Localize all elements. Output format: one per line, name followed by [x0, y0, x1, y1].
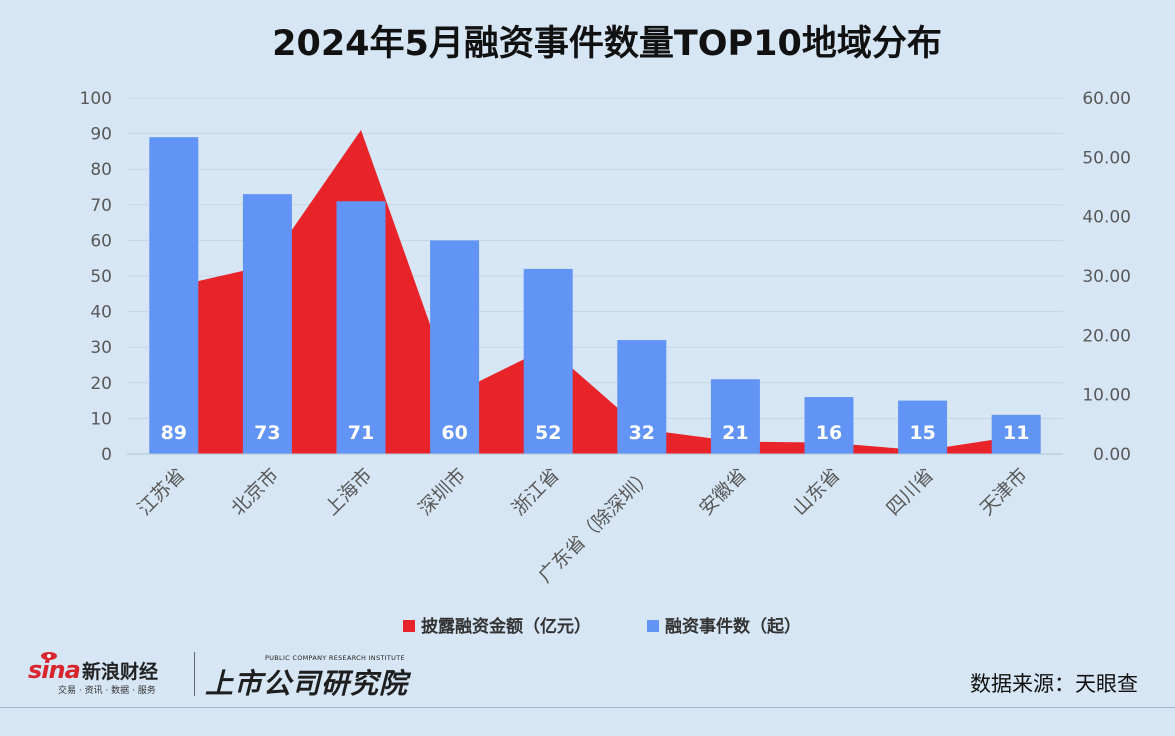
- bar-value-label: 71: [348, 422, 374, 444]
- right-axis-tick-label: 30.00: [1082, 267, 1131, 287]
- x-axis-category-label: 安徽省: [695, 464, 751, 520]
- footer-divider: [0, 707, 1175, 708]
- x-axis-category-label: 深圳市: [414, 464, 470, 520]
- event-count-bar: [991, 414, 1041, 454]
- left-axis-tick-label: 20: [90, 374, 112, 394]
- left-axis-tick-label: 10: [90, 409, 112, 429]
- amount-area-series: [173, 130, 1017, 455]
- event-count-bar: [149, 137, 199, 454]
- legend-swatch: [403, 620, 415, 632]
- bar-value-label: 60: [441, 422, 467, 444]
- legend: 披露融资金额（亿元） 融资事件数（起）: [403, 616, 801, 637]
- legend-label: 披露融资金额（亿元）: [421, 616, 591, 637]
- bar-value-label: 32: [629, 422, 655, 444]
- left-axis-tick-label: 80: [90, 160, 112, 180]
- amount-area: [173, 130, 1017, 455]
- sina-logo-text: sina: [28, 656, 81, 684]
- brand-divider: [194, 652, 195, 696]
- x-axis-category-label: 山东省: [789, 464, 845, 520]
- bar-value-label: 52: [535, 422, 561, 444]
- x-axis-category-label: 天津市: [976, 464, 1032, 520]
- chart-title: 2024年5月融资事件数量TOP10地域分布: [272, 24, 942, 64]
- x-axis-category-label: 四川省: [882, 464, 938, 520]
- event-count-bar: [898, 400, 948, 454]
- data-source: 数据来源：天眼查: [970, 672, 1138, 696]
- event-count-bar: [430, 240, 480, 454]
- x-axis-category-label: 浙江省: [508, 464, 564, 520]
- event-count-bar-series: 89 73 71 60 52 32 21 16 15 11: [149, 137, 1041, 454]
- institute-english-name: PUBLIC COMPANY RESEARCH INSTITUTE: [265, 654, 405, 662]
- x-axis-category-label: 北京市: [227, 464, 283, 520]
- sina-finance-name: 新浪财经: [82, 661, 159, 683]
- institute-name: 上市公司研究院: [205, 667, 409, 700]
- right-axis-tick-label: 40.00: [1082, 208, 1131, 228]
- left-axis-tick-label: 0: [101, 445, 112, 465]
- legend-label: 融资事件数（起）: [665, 616, 801, 637]
- bar-value-label: 73: [254, 422, 280, 444]
- left-axis-tick-label: 100: [80, 89, 112, 109]
- right-axis-tick-label: 20.00: [1082, 326, 1131, 346]
- x-axis-category-label: 江苏省: [133, 464, 189, 520]
- sina-tagline: 交易 · 资讯 · 数据 · 服务: [58, 686, 156, 696]
- right-axis-tick-label: 50.00: [1082, 148, 1131, 168]
- left-axis-tick-label: 30: [90, 338, 112, 358]
- left-axis-tick-label: 60: [90, 231, 112, 251]
- right-y-axis: 0.00 10.00 20.00 30.00 40.00 50.00 60.00: [1082, 89, 1131, 465]
- bar-value-label: 21: [722, 422, 748, 444]
- left-y-axis: 0 10 20 30 40 50 60 70 80 90 100: [80, 89, 112, 465]
- event-count-bar: [617, 340, 667, 454]
- left-axis-tick-label: 70: [90, 196, 112, 216]
- left-axis-tick-label: 40: [90, 303, 112, 323]
- event-count-bar: [523, 268, 573, 454]
- bar-value-label: 15: [909, 422, 935, 444]
- left-axis-tick-label: 90: [90, 125, 112, 145]
- event-count-bar: [804, 397, 854, 454]
- bar-value-label: 16: [816, 422, 842, 444]
- right-axis-tick-label: 0.00: [1093, 445, 1131, 465]
- bar-value-label: 89: [161, 422, 187, 444]
- event-count-bar: [336, 201, 386, 454]
- right-axis-tick-label: 10.00: [1082, 386, 1131, 406]
- sina-finance-logo: sina 新浪财经 交易 · 资讯 · 数据 · 服务: [26, 650, 186, 700]
- institute-logo: PUBLIC COMPANY RESEARCH INSTITUTE 上市公司研究…: [205, 654, 435, 700]
- legend-swatch: [647, 620, 659, 632]
- event-count-bar: [242, 194, 292, 454]
- right-axis-tick-label: 60.00: [1082, 89, 1131, 109]
- sina-eye-icon: [41, 652, 57, 660]
- left-axis-tick-label: 50: [90, 267, 112, 287]
- bar-value-label: 11: [1003, 422, 1029, 444]
- event-count-bar: [710, 379, 760, 454]
- x-axis-category-label: 上海市: [321, 464, 377, 520]
